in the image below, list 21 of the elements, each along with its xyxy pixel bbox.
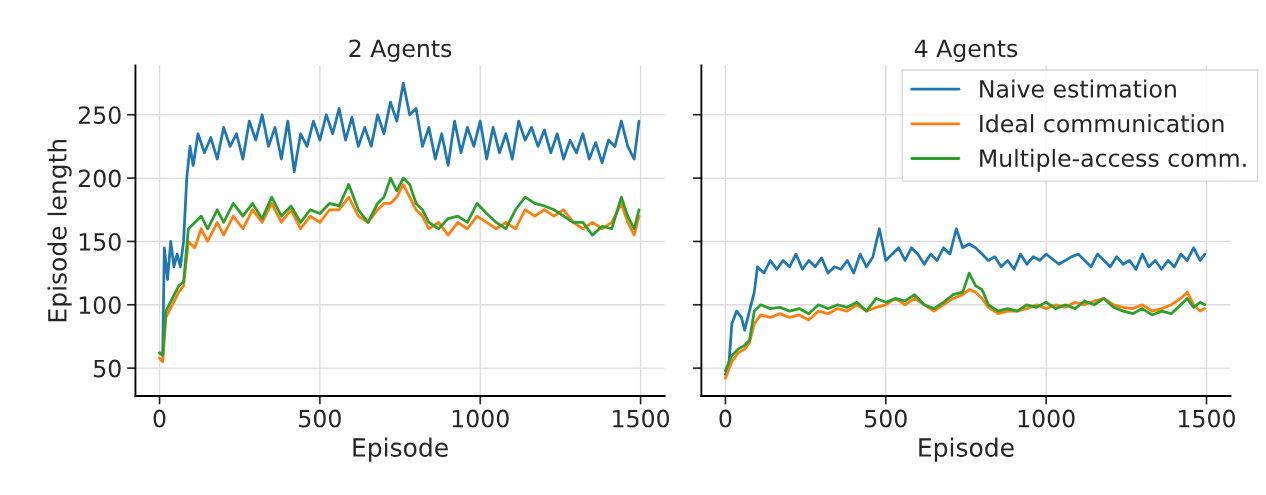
- y-axis-title: Episode length: [47, 139, 72, 322]
- x-tick-label: 0: [153, 409, 166, 428]
- chart-title: 4 Agents: [914, 39, 1018, 62]
- x-tick-label: 500: [299, 409, 341, 428]
- y-tick-label: 200: [78, 169, 121, 188]
- legend-label: Multiple-access comm.: [980, 148, 1246, 172]
- x-tick-label: 1500: [1179, 409, 1235, 428]
- chart-title: 2 Agents: [349, 39, 452, 62]
- x-axis-title: Episode: [919, 437, 1014, 462]
- x-axis-title: Episode: [353, 437, 448, 462]
- x-tick-label: 1000: [1018, 409, 1075, 428]
- legend-label: Ideal communication: [980, 114, 1224, 133]
- y-tick-label: 50: [94, 359, 121, 378]
- x-tick-label: 1500: [613, 409, 670, 428]
- y-tick-label: 100: [79, 296, 121, 315]
- legend-label: Naive estimation: [980, 79, 1176, 98]
- x-tick-label: 0: [719, 409, 732, 428]
- y-tick-label: 250: [78, 106, 121, 125]
- x-tick-label: 500: [865, 409, 907, 428]
- x-tick-label: 1000: [452, 409, 509, 428]
- y-tick-label: 150: [79, 232, 121, 251]
